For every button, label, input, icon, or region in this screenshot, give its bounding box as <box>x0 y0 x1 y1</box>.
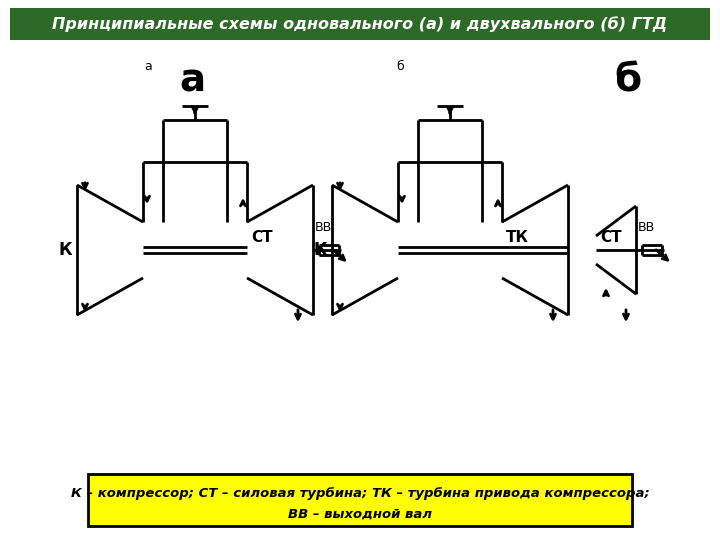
Text: ВВ – выходной вал: ВВ – выходной вал <box>288 508 432 521</box>
Text: ВВ: ВВ <box>315 221 332 234</box>
Text: Принципиальные схемы одновального (а) и двухвального (б) ГТД: Принципиальные схемы одновального (а) и … <box>53 16 667 32</box>
Text: ВВ: ВВ <box>638 221 655 234</box>
Text: К – компрессор; СТ – силовая турбина; ТК – турбина привода компрессора;: К – компрессор; СТ – силовая турбина; ТК… <box>71 488 649 501</box>
Text: К: К <box>58 241 72 259</box>
Text: К: К <box>313 241 327 259</box>
Text: ТК: ТК <box>506 230 529 245</box>
Text: б: б <box>614 61 642 99</box>
Text: СТ: СТ <box>251 230 273 245</box>
Text: б: б <box>396 59 404 72</box>
FancyBboxPatch shape <box>88 474 632 526</box>
Text: СТ: СТ <box>600 230 621 245</box>
Text: а: а <box>144 59 152 72</box>
FancyBboxPatch shape <box>10 8 710 40</box>
Text: а: а <box>179 61 205 99</box>
